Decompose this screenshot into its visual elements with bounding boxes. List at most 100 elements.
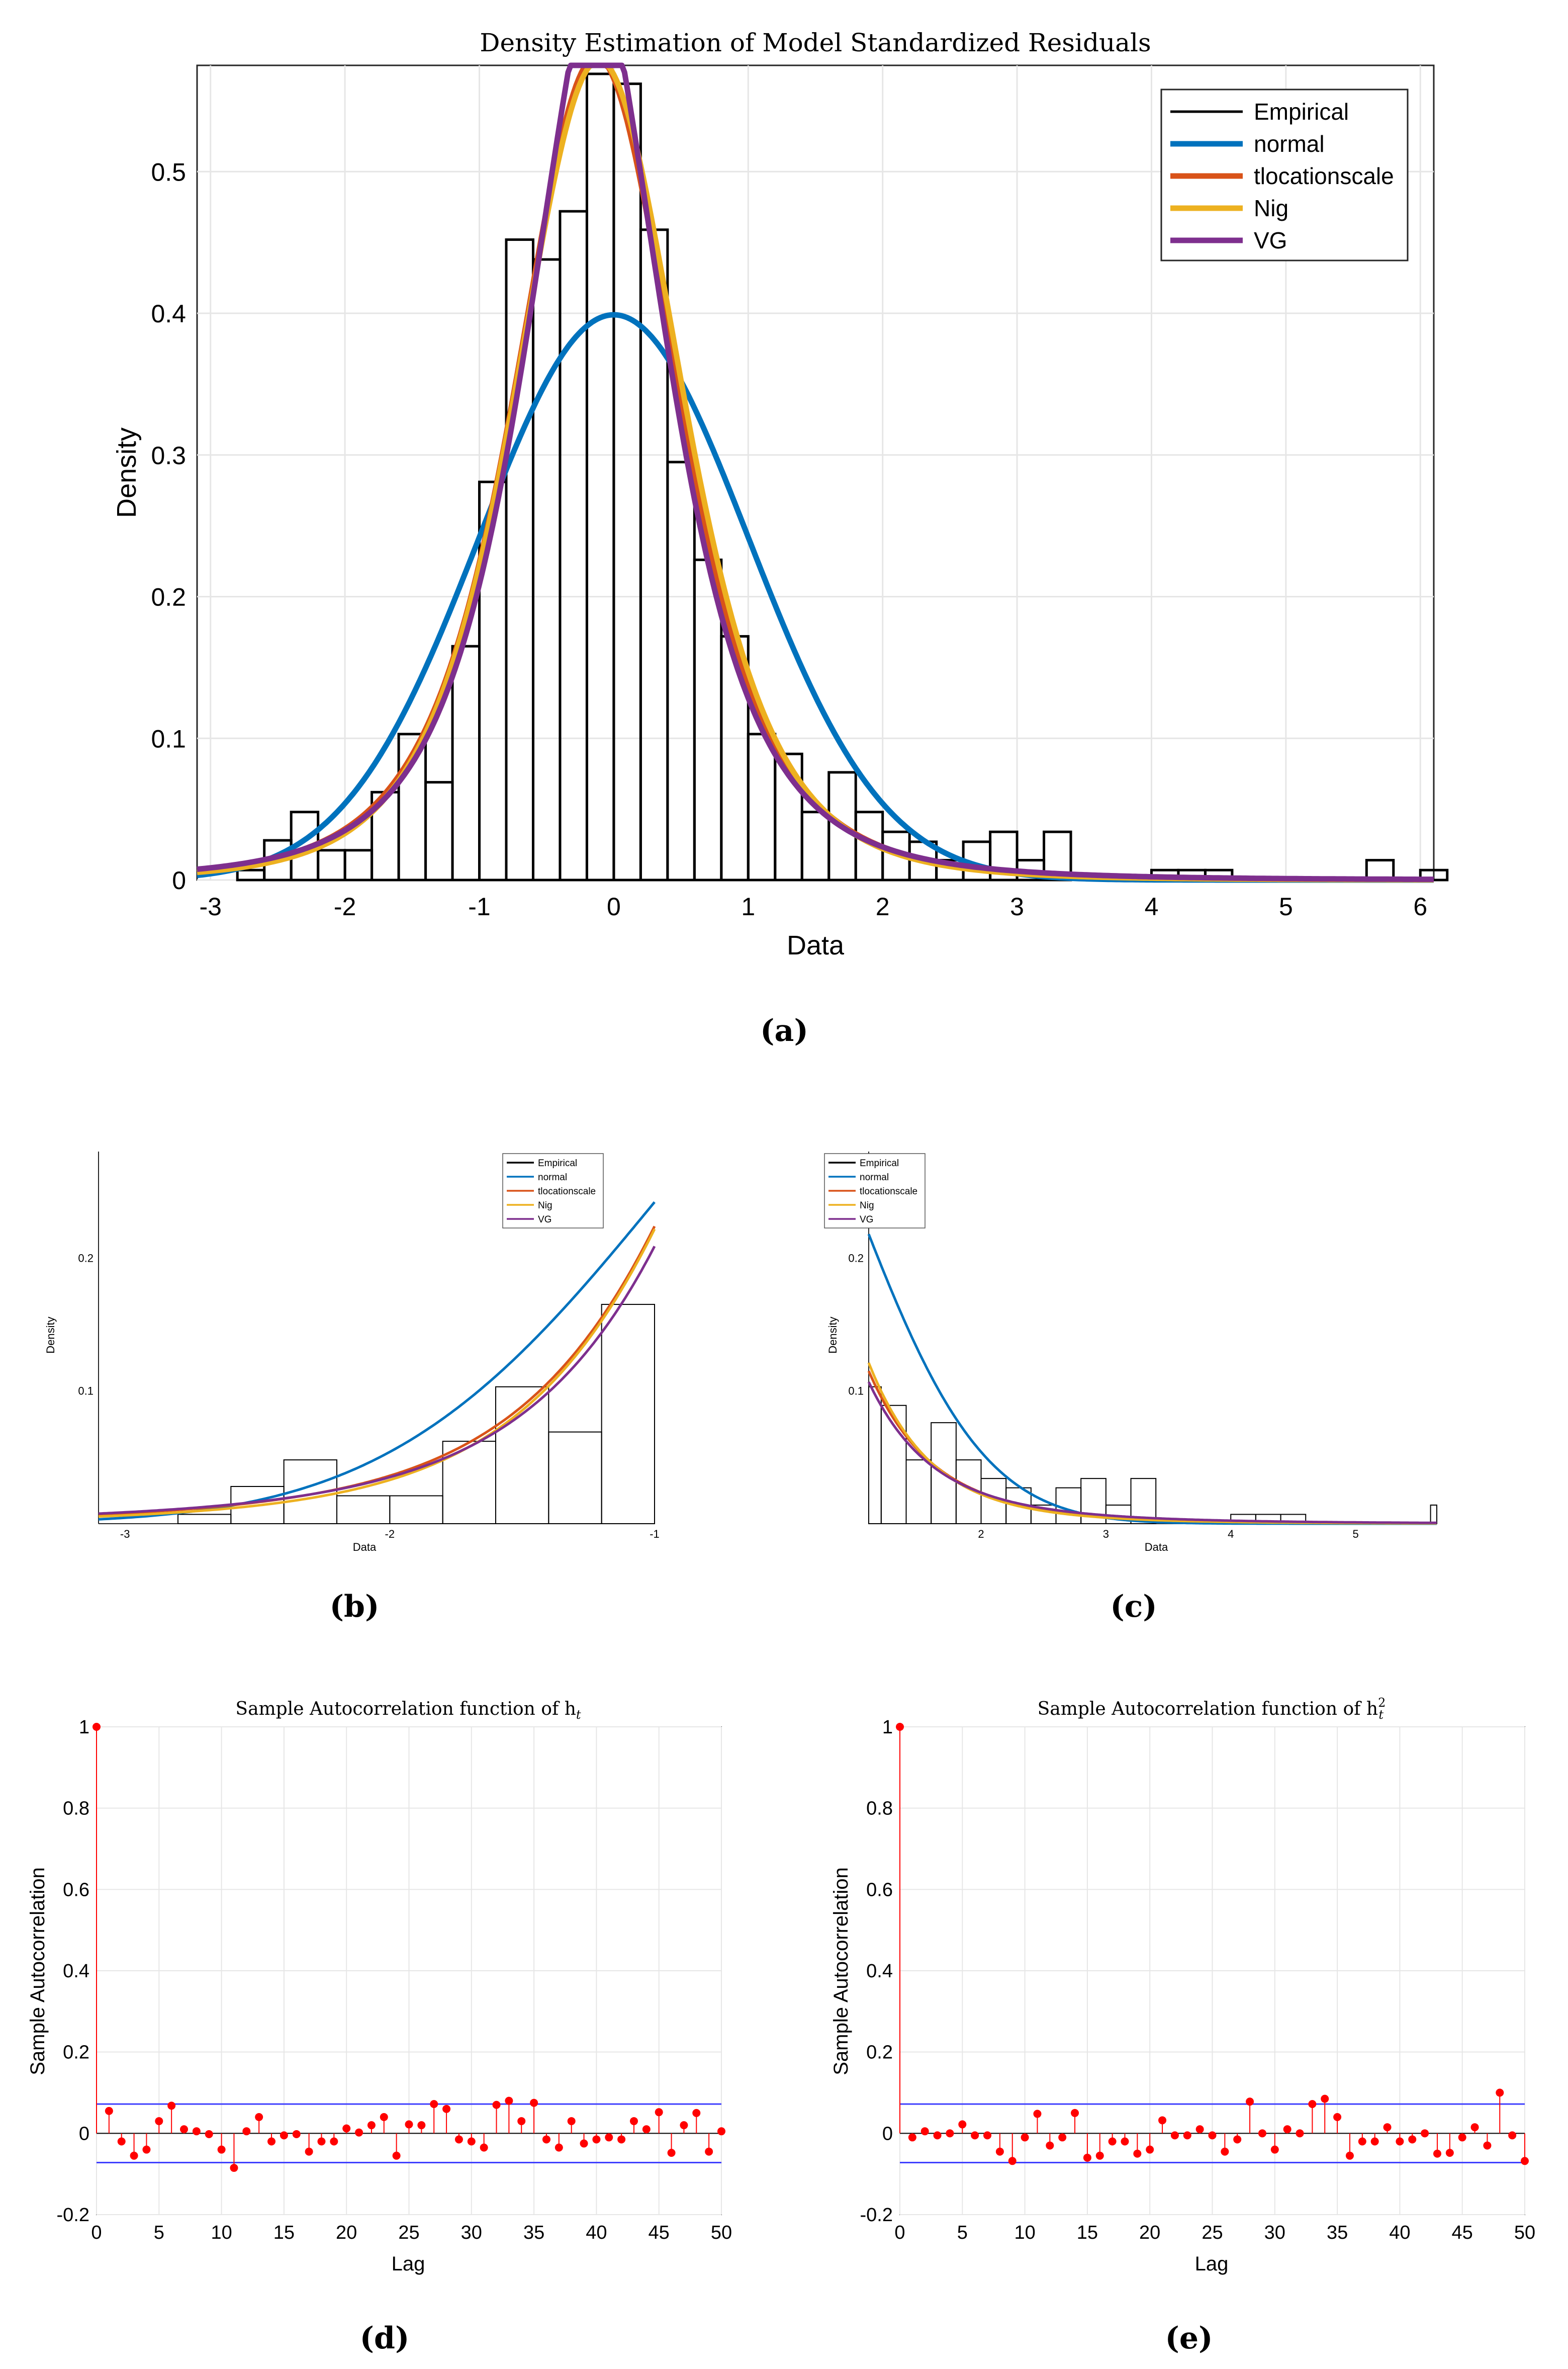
y-axis-label: Sample Autocorrelation [830,1867,852,2075]
x-tick-label: 3 [1010,893,1024,921]
series-VG [98,1246,656,1515]
x-tick-label: 4 [1228,1528,1234,1540]
acf-point [417,2121,426,2130]
acf-point [680,2121,688,2130]
histogram-bar [442,1441,497,1524]
acf-point [93,1723,101,1731]
acf-point [117,2137,126,2146]
acf-point [1195,2125,1204,2134]
x-tick-label: 35 [523,2222,544,2243]
legend-label: normal [538,1172,567,1183]
y-tick-label: 0.3 [151,442,186,470]
y-tick-label: 0.2 [866,2042,893,2063]
y-tick-label: 0.2 [78,1252,94,1264]
acf-point [920,2127,929,2136]
acf-point [1333,2113,1342,2121]
y-tick-label: 0.1 [848,1385,864,1397]
tick-labels: 2 3 4 5 0.1 0.2 [848,1252,1358,1540]
x-tick-label: 50 [1514,2222,1535,2243]
caption-e: (e) [1165,2321,1213,2356]
density-curves [197,62,1434,883]
acf-point [480,2143,488,2152]
y-axis-label: Density [826,1317,839,1353]
legend-label: normal [1254,131,1325,157]
acf-point [1308,2100,1317,2109]
x-tick-label: 45 [1452,2222,1473,2243]
legend-label: Nig [1254,195,1288,221]
x-tick-label: 10 [1014,2222,1035,2243]
acf-point [1108,2137,1117,2146]
y-tick-label: -0.2 [860,2205,893,2226]
x-tick-label: 45 [649,2222,670,2243]
acf-point [1458,2133,1466,2142]
x-tick-label: 10 [211,2222,232,2243]
acf-point [908,2133,916,2142]
axes [868,1152,1437,1524]
acf-point [517,2117,526,2126]
legend-label: Empirical [538,1158,577,1169]
acf-point [555,2143,563,2152]
acf-point [1396,2137,1404,2146]
x-tick-label: 25 [398,2222,419,2243]
x-tick-label: 30 [1264,2222,1285,2243]
acf-point [1083,2153,1091,2162]
y-axis-label: Density [112,427,142,518]
acf-point [280,2131,288,2140]
x-axis-label: Data [353,1541,377,1553]
acf-stems [93,1723,725,2172]
title-text: Sample Autocorrelation function of h [1038,1699,1378,1719]
x-tick-label: -3 [120,1528,130,1540]
acf-point [1470,2123,1479,2132]
title-text: Sample Autocorrelation function of h [235,1699,576,1719]
x-tick-label: 15 [1077,2222,1098,2243]
acf-point [405,2120,413,2129]
legend-label: tlocationscale [860,1186,917,1197]
chart-title: Density Estimation of Model Standardized… [480,28,1151,57]
density-curves [867,1234,1437,1525]
acf-point [1058,2133,1067,2142]
acf-point [330,2137,338,2146]
acf-point [971,2131,979,2140]
x-tick-label: 25 [1202,2222,1223,2243]
acf-point [255,2113,263,2121]
x-tick-label: 0 [894,2222,905,2243]
panel-c-right-tail-chart: 2 3 4 5 0.1 0.2 Data Density Empirical normal t… [824,1152,1438,1624]
tick-labels: -3 -2 -1 0.1 0.2 [78,1252,659,1540]
acf-point [1296,2129,1304,2138]
acf-point [355,2128,363,2137]
acf-point [542,2135,550,2144]
acf-point [1133,2149,1142,2158]
x-tick-label: 2 [876,893,890,921]
density-curves [98,1201,656,1521]
y-tick-label: 0.1 [78,1385,94,1397]
acf-point [1508,2131,1517,2140]
y-tick-label: 0.6 [63,1879,89,1900]
y-tick-label: 0.8 [866,1798,893,1819]
y-tick-label: 0.2 [848,1252,864,1264]
acf-point [180,2125,189,2134]
x-tick-label: 30 [461,2222,482,2243]
x-tick-label: -1 [468,893,490,921]
x-tick-label: 5 [154,2222,164,2243]
acf-point [130,2151,138,2160]
acf-point [230,2164,238,2172]
acf-point [1095,2151,1104,2160]
x-tick-label: 40 [1389,2222,1410,2243]
x-tick-label: 50 [711,2222,732,2243]
acf-point [442,2104,451,2113]
acf-point [1221,2147,1229,2156]
caption-a: (a) [760,1013,808,1048]
acf-point [305,2147,313,2156]
histogram-bars [177,1303,655,1524]
x-tick-label: 20 [1139,2222,1160,2243]
x-tick-label: 5 [957,2222,968,2243]
x-axis-label: Data [787,930,845,960]
acf-point [1071,2109,1079,2117]
acf-point [1208,2131,1217,2140]
x-tick-label: -2 [334,893,356,921]
legend-label: Nig [860,1200,874,1211]
acf-point [605,2133,613,2142]
acf-point [292,2130,301,2138]
title-subscript: t [576,1708,581,1722]
